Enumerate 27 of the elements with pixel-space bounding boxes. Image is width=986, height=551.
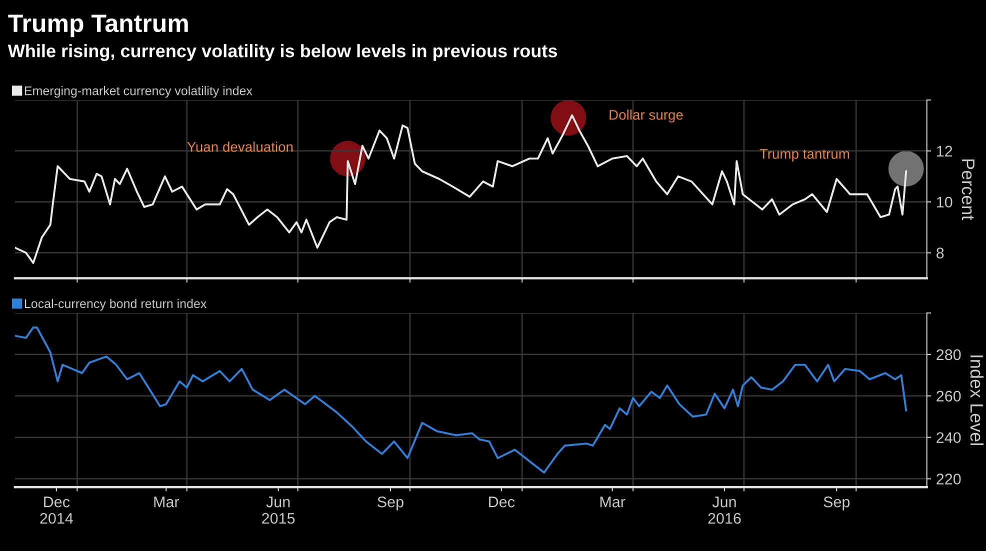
chart-subtitle: While rising, currency volatility is below levels in previous routs (8, 44, 557, 61)
line-series (14, 326, 908, 474)
x-tick-label: Jun 2016 (708, 496, 741, 524)
x-tick-label: Mar (600, 496, 626, 508)
x-tick-label: Dec 2014 (40, 496, 73, 524)
y-axis-title: Index Level (970, 356, 984, 445)
y-tick-label: 260 (936, 390, 961, 402)
y-tick-label: 8 (936, 248, 944, 258)
point (888, 151, 924, 186)
y-tick-label: 220 (936, 474, 961, 484)
x-tick-label: Jun 2015 (262, 496, 295, 524)
annotation: Dollar surge (610, 110, 683, 123)
annotation: Trump tantrum (760, 149, 850, 162)
x-tick-label: Sep (824, 496, 850, 510)
legend-label: Local-currency bond return index (24, 298, 207, 311)
y-tick-label: 240 (936, 432, 961, 444)
y-tick-label: 10 (937, 196, 952, 208)
x-tick-label: Dec (489, 496, 515, 508)
point (550, 100, 586, 136)
annotation: Yuan devaluation (187, 142, 293, 152)
y-tick-label: 280 (936, 349, 961, 360)
x-tick-label: Mar (154, 496, 180, 508)
y-tick-label: 12 (937, 146, 952, 156)
chart-title: Trump Tantrum (8, 14, 188, 38)
x-tick-label: Sep (378, 496, 404, 510)
y-axis-title: Percent (962, 160, 974, 220)
legend-label: Emerging-market currency volatility index (24, 86, 252, 98)
